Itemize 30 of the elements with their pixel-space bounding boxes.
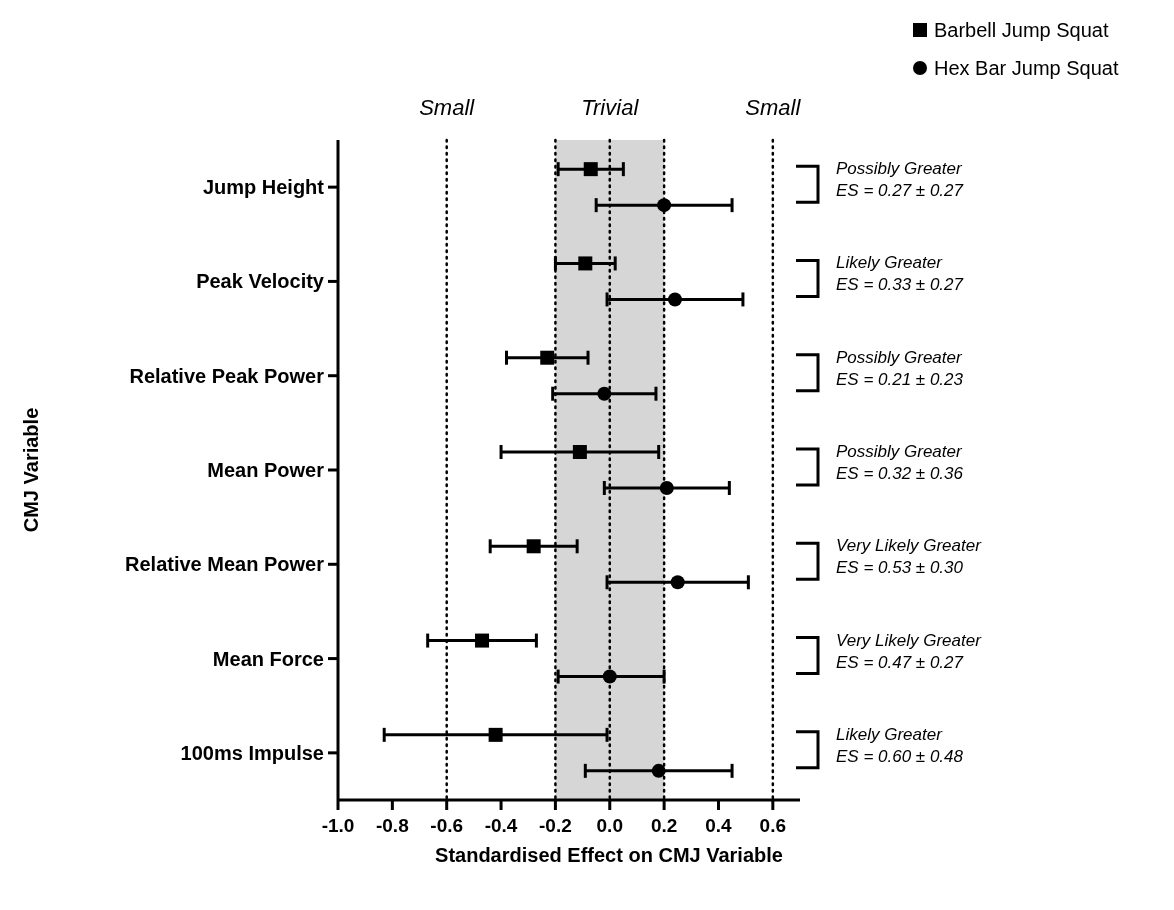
ref-line-label: Small	[419, 95, 476, 120]
y-tick-label: Relative Peak Power	[129, 364, 325, 387]
text: Possibly Greater ES = 0.32 ± 0.36	[836, 442, 964, 483]
text: Possibly Greater ES = 0.21 ± 0.23	[836, 347, 964, 389]
ref-line-label: Small	[745, 95, 802, 120]
legend-label: Hex Bar Jump Squat	[934, 57, 1119, 79]
x-tick-label: 0.0	[596, 815, 623, 836]
y-tick-label: 100ms Impulse	[180, 741, 324, 764]
x-tick-label: -0.4	[484, 815, 518, 836]
x-tick-label: -0.2	[539, 815, 572, 836]
x-tick-label: -0.6	[430, 815, 464, 836]
band-label: Trivial	[581, 95, 640, 120]
x-tick-label: -1.0	[321, 815, 355, 836]
text: Likely Greater ES = 0.60 ± 0.48	[836, 724, 964, 766]
text: Very Likely Greater ES = 0.53 ± 0.30	[836, 536, 983, 578]
text: Possibly Greater ES = 0.27 ± 0.27	[836, 159, 964, 201]
x-tick-label: 0.6	[759, 815, 787, 836]
y-tick-label: Mean Power	[207, 459, 325, 481]
text: Likely Greater ES = 0.33 ± 0.27	[836, 253, 964, 295]
x-axis-title: Standardised Effect on CMJ Variable	[435, 844, 783, 866]
y-tick-label: Relative Mean Power	[125, 553, 325, 576]
x-tick-label: 0.4	[705, 815, 733, 836]
y-tick-label: Peak Velocity	[196, 270, 325, 293]
x-tick-label: 0.2	[650, 815, 678, 836]
y-tick-label: Jump Height	[202, 176, 325, 199]
x-tick-label: -0.8	[375, 815, 409, 836]
legend-label: Barbell Jump Squat	[934, 19, 1109, 41]
y-axis-title: CMJ Variable	[20, 407, 42, 533]
y-tick-label: Mean Force	[212, 647, 324, 670]
text: Very Likely Greater ES = 0.47 ± 0.27	[836, 630, 983, 672]
